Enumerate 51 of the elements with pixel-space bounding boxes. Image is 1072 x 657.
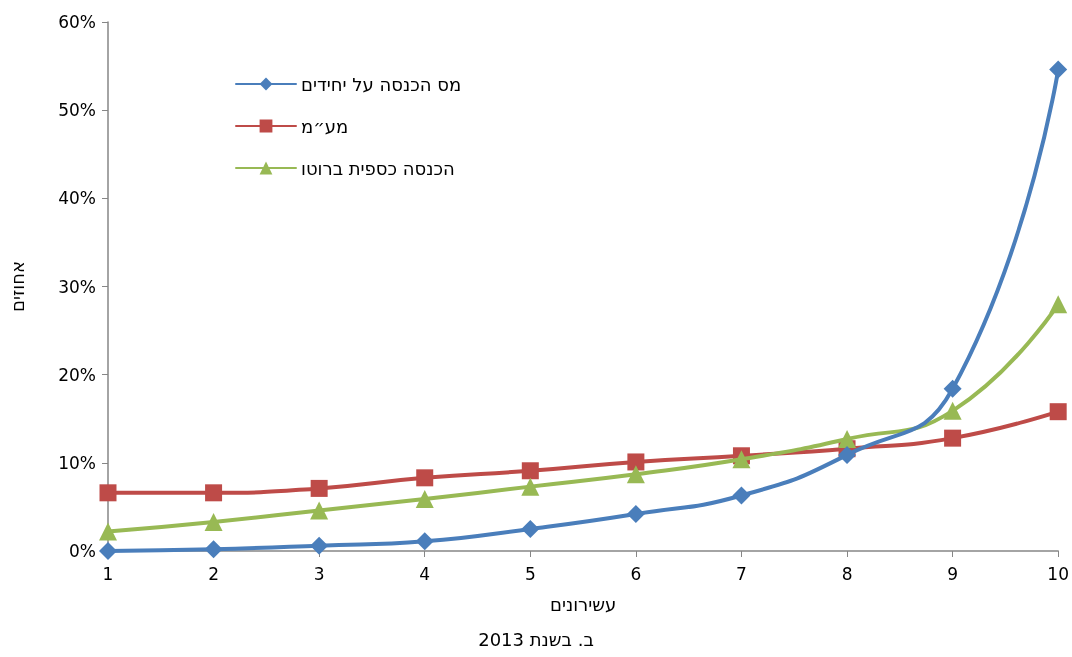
x-tick-label: 2 — [208, 563, 219, 584]
y-tick-label: 30% — [58, 276, 96, 297]
y-axis-title: אחוזים — [6, 261, 28, 312]
y-tick-label: 20% — [58, 364, 96, 385]
legend-label: מס הכנסה על יחידים — [301, 73, 462, 95]
x-tick-label: 3 — [313, 563, 325, 584]
x-tick-label: 1 — [102, 563, 114, 584]
point — [732, 486, 751, 505]
x-tick-label: 8 — [841, 563, 853, 584]
point — [204, 512, 223, 531]
point — [416, 469, 434, 487]
point — [943, 379, 962, 398]
point — [1049, 60, 1068, 79]
point — [732, 450, 751, 469]
x-tick-label: 5 — [524, 563, 536, 584]
point — [99, 542, 117, 560]
point — [521, 477, 540, 496]
point — [944, 429, 962, 447]
y-tick-label: 60% — [58, 12, 96, 32]
point — [627, 453, 645, 471]
point — [838, 445, 857, 464]
point — [1049, 403, 1067, 421]
point — [626, 465, 645, 484]
point — [99, 484, 117, 502]
x-tick-label: 6 — [630, 563, 642, 584]
x-tick-label: 7 — [736, 563, 747, 584]
x-tick-label: 10 — [1047, 563, 1069, 584]
y-tick-label: 40% — [58, 188, 96, 209]
point — [521, 519, 540, 538]
x-axis-title: עשירונים — [549, 593, 617, 615]
x-tick-label: 4 — [419, 563, 431, 584]
x-tick-label: 9 — [947, 563, 959, 584]
y-tick-label: 0% — [69, 541, 96, 561]
point — [99, 522, 117, 541]
point — [1049, 295, 1068, 314]
point — [626, 504, 645, 523]
point — [310, 501, 329, 520]
point — [415, 532, 434, 551]
point — [521, 462, 539, 480]
y-tick-label: 50% — [58, 100, 96, 121]
point — [204, 540, 223, 559]
text: ב. בשנת 2013 — [478, 628, 594, 650]
legend-label: הכנסה כספית ברוטו — [301, 157, 455, 179]
point — [943, 401, 962, 420]
y-tick-label: 10% — [58, 452, 96, 473]
legend-label: מע״מ — [301, 115, 349, 137]
point — [310, 479, 328, 497]
point — [838, 430, 857, 449]
point — [310, 536, 329, 555]
point — [205, 484, 223, 502]
point — [415, 489, 434, 508]
